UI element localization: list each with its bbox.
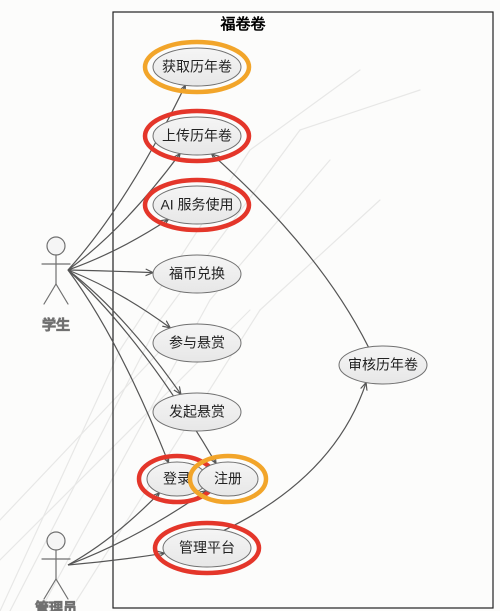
usecase-label-join_reward: 参与悬赏 (169, 335, 225, 351)
node-layer: 获取历年卷上传历年卷 AI 服务使用福币兑换参与悬赏发起悬赏登录 注册管理平台 审核历… (139, 42, 427, 573)
usecase-past_papers: 获取历年卷 (145, 42, 249, 92)
actor-label-student: 学生 (42, 317, 70, 333)
usecase-label-upload: 上传历年卷 (162, 128, 232, 144)
usecase-label-manage: 管理平台 (179, 540, 235, 556)
system-boundary: 福卷卷 (113, 12, 493, 608)
system-title: 福卷卷 (219, 15, 266, 33)
usecase-label-login: 登录 (163, 471, 191, 487)
usecase-label-ai: AI 服务使用 (160, 197, 233, 213)
actor-student: 学生 (42, 237, 70, 333)
usecase-coin: 福币兑换 (153, 255, 241, 293)
usecase-upload: 上传历年卷 (145, 111, 249, 161)
usecase-label-signup: 注册 (214, 471, 242, 487)
actor-label-admin: 管理员 (35, 600, 77, 611)
usecase-manage: 管理平台 (155, 523, 259, 573)
diagram-stage: 福卷卷学生管理员 获取历年卷上传历年卷 AI 服务使用福币兑换参与悬赏发起悬赏登录 注… (0, 0, 500, 611)
usecase-join_reward: 参与悬赏 (153, 324, 241, 362)
usecase-svg: 福卷卷学生管理员 获取历年卷上传历年卷 AI 服务使用福币兑换参与悬赏发起悬赏登录 注… (0, 0, 500, 611)
usecase-label-post_reward: 发起悬赏 (169, 404, 225, 420)
usecase-review: 审核历年卷 (339, 346, 427, 384)
usecase-label-past_papers: 获取历年卷 (162, 59, 232, 75)
usecase-label-review: 审核历年卷 (348, 357, 418, 373)
usecase-signup: 注册 (190, 456, 266, 502)
actor-admin: 管理员 (35, 532, 77, 611)
usecase-post_reward: 发起悬赏 (153, 393, 241, 431)
usecase-ai: AI 服务使用 (145, 180, 249, 230)
usecase-label-coin: 福币兑换 (169, 266, 225, 282)
